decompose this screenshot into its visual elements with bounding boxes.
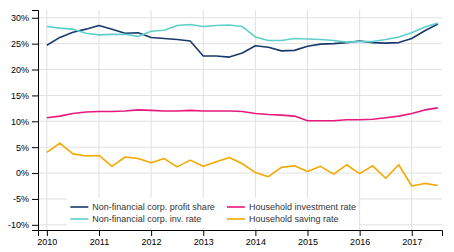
tick-label: -5% — [13, 194, 29, 204]
tick-mark — [32, 121, 38, 122]
tick-label: 2015 — [298, 237, 318, 247]
tick-mark — [32, 18, 38, 19]
tick-mark — [32, 95, 38, 96]
grid-line-x — [411, 10, 412, 230]
tick: -10% — [8, 220, 38, 230]
tick-label: 5% — [16, 143, 29, 153]
tick-label: 2014 — [246, 237, 266, 247]
tick: 2013 — [194, 230, 214, 247]
legend-label: Household investment rate — [249, 202, 356, 212]
tick-mark — [32, 44, 38, 45]
plot-area: 2010 2011 2012 2013 2014 2015 2016 2017 -10% -5% 0… — [8, 10, 443, 247]
tick-label: -10% — [8, 220, 29, 230]
tick: 5% — [16, 143, 38, 153]
grid — [38, 10, 442, 230]
tick-label: 15% — [11, 91, 29, 101]
tick-mark — [32, 199, 38, 200]
tick-mark — [151, 230, 152, 236]
tick: 2015 — [298, 230, 318, 247]
legend-label: Household saving rate — [249, 214, 339, 224]
legend-label: Non-financial corp. inv. rate — [92, 214, 201, 224]
tick-label: 0% — [16, 168, 29, 178]
legend-swatch — [70, 218, 88, 220]
grid-line-x — [151, 10, 152, 230]
legend-item: Non-financial corp. profit share — [70, 202, 215, 212]
tick-label: 30% — [11, 13, 29, 23]
tick-mark — [32, 70, 38, 71]
tick-mark — [412, 230, 413, 236]
tick-label: 2016 — [350, 237, 370, 247]
grid-line-x — [98, 10, 99, 230]
axis-line — [32, 11, 39, 231]
tick-label: 2011 — [90, 237, 109, 247]
tick-label: 2010 — [37, 237, 57, 247]
series-line — [47, 108, 438, 121]
tick: 20% — [11, 65, 38, 75]
grid-line-x — [203, 10, 204, 230]
tick: 2011 — [90, 230, 109, 247]
tick-label: 2012 — [142, 237, 162, 247]
tick-mark — [308, 230, 309, 236]
legend-item: Household investment rate — [227, 202, 356, 212]
tick: 2017 — [402, 230, 422, 247]
tick: 2014 — [246, 230, 266, 247]
tick-mark — [99, 230, 100, 236]
tick: 0% — [16, 168, 38, 178]
tick-label: 2017 — [402, 237, 422, 247]
series-line — [47, 143, 438, 186]
tick: -5% — [13, 194, 38, 204]
legend-item: Household saving rate — [227, 214, 339, 224]
series-line — [47, 23, 438, 42]
tick-mark — [255, 230, 256, 236]
tick-label: 2013 — [194, 237, 214, 247]
grid-line-x — [46, 10, 47, 230]
x-axis: 2010 2011 2012 2013 2014 2015 2016 2017 — [37, 230, 442, 247]
tick-mark — [32, 173, 38, 174]
legend-item: Non-financial corp. inv. rate — [70, 214, 201, 224]
legend: Non-financial corp. profit share Non-fina… — [67, 198, 359, 228]
legend-background — [67, 198, 359, 228]
legend-swatch — [70, 206, 88, 208]
tick-mark — [32, 147, 38, 148]
tick: 10% — [11, 117, 38, 127]
tick-mark — [47, 230, 48, 236]
axis-line — [39, 231, 443, 237]
legend-label: Non-financial corp. profit share — [92, 202, 215, 212]
tick-label: 20% — [11, 65, 29, 75]
tick: 2010 — [37, 230, 57, 247]
y-axis: -10% -5% 0% 5% 10% 15% 20% 25% 30% — [8, 11, 39, 231]
tick: 2016 — [350, 230, 370, 247]
tick-mark — [203, 230, 204, 236]
tick-mark — [360, 230, 361, 236]
tick: 15% — [11, 91, 38, 101]
grid-line-x — [255, 10, 256, 230]
tick: 25% — [11, 39, 38, 49]
lines — [47, 23, 438, 186]
tick-label: 10% — [11, 117, 29, 127]
tick: 30% — [11, 13, 38, 23]
tick-label: 25% — [11, 39, 29, 49]
legend-swatch — [227, 218, 245, 220]
tick-mark — [32, 225, 38, 226]
tick: 2012 — [142, 230, 162, 247]
legend-swatch — [227, 206, 245, 208]
chart: 2010 2011 2012 2013 2014 2015 2016 2017 -10% -5% 0… — [0, 0, 454, 252]
